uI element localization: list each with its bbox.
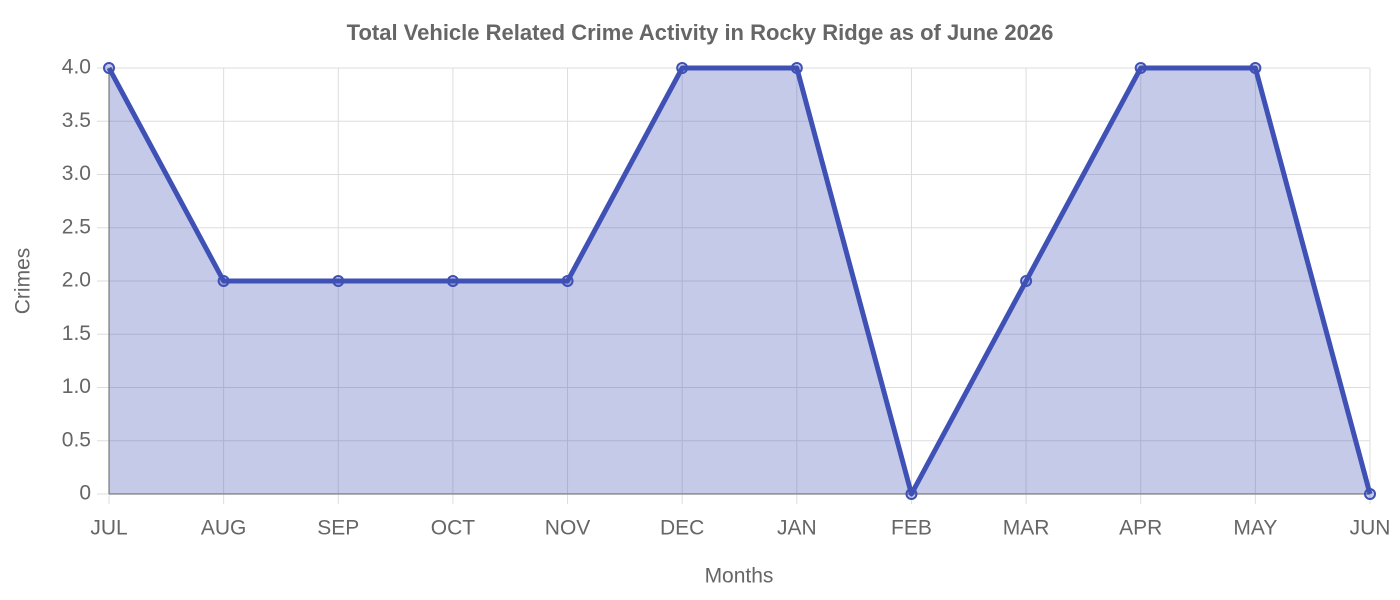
y-tick-label: 2.0 [62,269,91,292]
point [1134,62,1147,74]
x-tick-label: OCT [431,517,476,540]
y-tick-label: 3.0 [62,162,91,185]
x-tick-label: APR [1119,517,1162,540]
x-tick-label: FEB [891,517,932,540]
point [1364,488,1376,500]
y-tick-label: 1.0 [62,375,91,398]
y-tick-label: 0 [79,482,91,505]
point [1249,62,1262,74]
x-tick-label: JAN [777,517,817,540]
y-tick-label: 3.5 [62,109,91,132]
x-tick-label: DEC [660,517,704,540]
x-tick-label: JUN [1350,517,1391,540]
line [106,65,1373,497]
area [109,68,1370,494]
point [905,488,918,500]
point [790,62,803,74]
x-tick-label: JUL [90,517,127,540]
x-tick-label: MAY [1233,517,1277,540]
point [1020,275,1033,287]
chart-title: Total Vehicle Related Crime Activity in … [347,20,1054,45]
y-tick-label: 4.0 [62,56,91,79]
point [103,62,115,74]
x-tick-label: MAR [1003,517,1050,540]
point [217,275,230,287]
y-tick-label: 2.5 [62,215,91,238]
x-axis-title: Months [705,565,774,588]
point [561,275,574,287]
y-tick-label: 0.5 [62,428,91,451]
y-tick-label: 1.5 [62,322,91,345]
y-axis-title: Crimes [12,248,35,315]
point [446,275,459,287]
x-tick-label: NOV [545,517,591,540]
x-tick-label: AUG [201,517,247,540]
x-tick-label: SEP [317,517,359,540]
point [676,62,689,74]
point [332,275,345,287]
